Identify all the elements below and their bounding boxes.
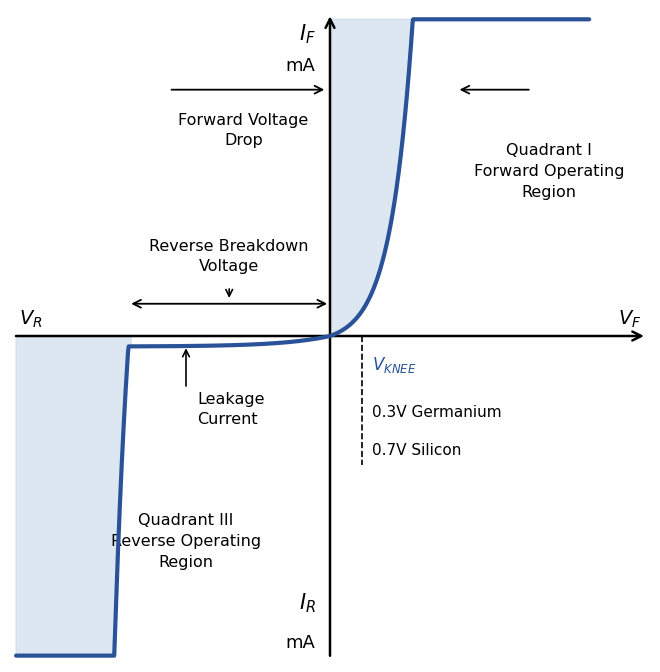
Text: Quadrant III
Reverse Operating
Region: Quadrant III Reverse Operating Region: [111, 513, 261, 570]
Text: 0.7V Silicon: 0.7V Silicon: [372, 443, 461, 458]
Text: $I_R$: $I_R$: [299, 591, 315, 615]
Text: $I_F$: $I_F$: [299, 22, 315, 46]
Text: Reverse Breakdown
Voltage: Reverse Breakdown Voltage: [149, 239, 309, 274]
Text: mA: mA: [286, 634, 315, 652]
Polygon shape: [330, 19, 589, 336]
Text: 0.3V Germanium: 0.3V Germanium: [372, 405, 502, 420]
Text: Forward Voltage
Drop: Forward Voltage Drop: [178, 114, 309, 148]
Text: $V_R$: $V_R$: [19, 309, 42, 330]
Text: mA: mA: [286, 57, 315, 75]
Text: Leakage
Current: Leakage Current: [197, 392, 265, 427]
Text: $V_{KNEE}$: $V_{KNEE}$: [372, 355, 416, 376]
Polygon shape: [16, 336, 131, 656]
Text: Quadrant I
Forward Operating
Region: Quadrant I Forward Operating Region: [474, 143, 624, 200]
Text: $V_F$: $V_F$: [618, 309, 641, 330]
